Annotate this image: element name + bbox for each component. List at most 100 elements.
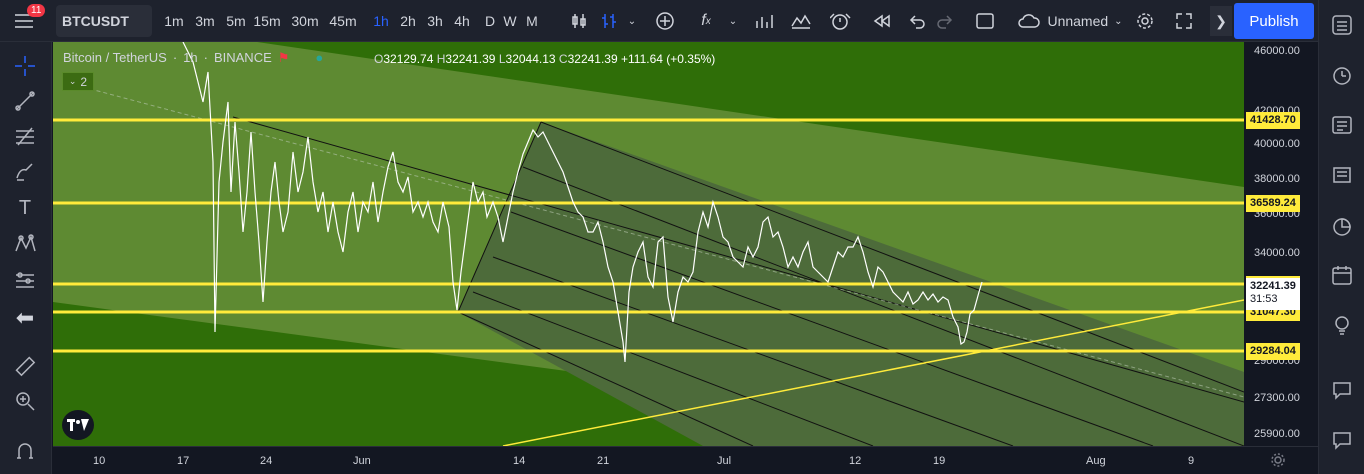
object-tree-icon[interactable] <box>1327 160 1357 190</box>
flag-icon[interactable]: ⚑ <box>277 50 290 65</box>
pattern-icon[interactable] <box>10 230 40 258</box>
chart-canvas[interactable] <box>53 42 1244 446</box>
interval-15m[interactable]: 15m <box>253 13 281 29</box>
interval-1m[interactable]: 1m <box>164 13 184 29</box>
legend-separator: · <box>172 50 178 65</box>
time-tick: 14 <box>513 455 526 467</box>
legend-title[interactable]: Bitcoin / TetherUS <box>63 50 167 65</box>
chevron-right-icon[interactable]: ❯ <box>1210 6 1232 36</box>
time-tick: 17 <box>177 455 190 467</box>
last-price-value: 32241.39 <box>1250 280 1296 292</box>
interval-D[interactable]: D <box>484 13 496 29</box>
settings-gear-icon[interactable] <box>1133 6 1157 36</box>
chevron-down-icon: ⌄ <box>1114 15 1123 27</box>
arrow-left-icon[interactable]: ⬅ <box>15 305 35 330</box>
chevron-down-icon[interactable]: ⌄ <box>627 15 637 27</box>
layout-icon[interactable] <box>972 6 998 36</box>
indicator-count: 2 <box>80 74 88 89</box>
median-line <box>82 86 1244 398</box>
time-axis[interactable]: 10 17 24 Jun 14 21 Jul 12 19 Aug 9 <box>53 446 1318 474</box>
interval-5m[interactable]: 5m <box>226 13 246 29</box>
time-tick: 19 <box>933 455 946 467</box>
chevron-down-icon[interactable]: ⌄ <box>728 15 738 27</box>
chevron-down-icon: ⌄ <box>68 76 77 86</box>
interval-M[interactable]: M <box>526 13 538 29</box>
alarm-clock-icon[interactable] <box>1327 60 1357 90</box>
right-sidebar <box>1318 0 1364 474</box>
templates-icon[interactable] <box>788 6 814 36</box>
pitchfork-lines <box>232 116 1244 446</box>
tradingview-logo[interactable] <box>62 410 94 440</box>
chat-bubble-icon[interactable] <box>1327 425 1357 455</box>
fullscreen-icon[interactable] <box>1172 6 1196 36</box>
interval-3m[interactable]: 3m <box>195 13 215 29</box>
ideas-lightbulb-icon[interactable] <box>1327 310 1357 340</box>
layout-name-button[interactable]: Unnamed ⌄ <box>1010 6 1130 36</box>
indicators-toggle[interactable]: ⌄ 2 <box>62 72 94 91</box>
text-tool-icon[interactable]: T <box>18 196 32 219</box>
price-series <box>182 42 983 363</box>
interval-W[interactable]: W <box>503 13 517 29</box>
legend-separator: · <box>203 50 208 65</box>
redo-icon[interactable] <box>934 6 956 36</box>
alert-icon[interactable] <box>828 6 854 36</box>
brush-icon[interactable] <box>10 157 40 185</box>
hotlist-icon[interactable] <box>1327 212 1357 242</box>
compare-icon[interactable] <box>752 6 776 36</box>
candles-icon[interactable] <box>568 6 590 36</box>
time-tick: 10 <box>93 455 106 467</box>
interval-45m[interactable]: 45m <box>329 13 357 29</box>
open-label: O <box>374 52 384 66</box>
interval-30m[interactable]: 30m <box>291 13 319 29</box>
interval-1h[interactable]: 1h <box>373 13 389 29</box>
low-label: L <box>498 52 506 66</box>
watchlist-icon[interactable] <box>1327 10 1357 40</box>
interval-2h[interactable]: 2h <box>400 13 416 29</box>
level-price-label: 36589.24 <box>1246 195 1300 212</box>
high-value: 32241.39 <box>445 52 496 66</box>
prediction-icon[interactable] <box>10 267 40 295</box>
last-price-label: 32241.39 31:53 <box>1246 278 1300 310</box>
crosshair-icon[interactable] <box>10 52 40 80</box>
zoom-in-icon[interactable] <box>10 387 40 415</box>
publish-button[interactable]: Publish <box>1234 3 1314 39</box>
time-tick: 24 <box>260 455 273 467</box>
interval-4h[interactable]: 4h <box>454 13 470 29</box>
axis-settings-gear-icon[interactable] <box>1270 452 1286 473</box>
tv-logo-icon <box>67 419 89 431</box>
time-tick: Jul <box>717 455 732 467</box>
horizontal-levels <box>53 118 1244 353</box>
price-axis[interactable]: 46000.00 42000.00 40000.00 38000.00 36000.00… <box>1244 42 1318 446</box>
price-tick: 46000.00 <box>1254 45 1300 57</box>
trendline-support <box>502 299 1244 446</box>
undo-icon[interactable] <box>906 6 928 36</box>
symbol-search[interactable]: BTCUSDT <box>56 5 152 37</box>
magnet-icon[interactable] <box>10 437 40 465</box>
legend-interval: 1h <box>183 50 198 65</box>
time-tick: Aug <box>1086 455 1106 467</box>
high-label: H <box>436 52 446 66</box>
chart-pane[interactable] <box>53 42 1244 446</box>
chat-icon[interactable] <box>1327 375 1357 405</box>
replay-icon[interactable] <box>870 6 894 36</box>
time-tick: 9 <box>1188 455 1195 467</box>
level-price-label: 41428.70 <box>1246 112 1300 129</box>
price-tick: 27300.00 <box>1254 392 1300 404</box>
price-tick: 38000.00 <box>1254 173 1300 185</box>
time-tick: 12 <box>849 455 862 467</box>
bar-countdown: 31:53 <box>1250 293 1278 305</box>
fib-icon[interactable] <box>10 122 40 150</box>
trend-line-icon[interactable] <box>10 87 40 115</box>
ruler-icon[interactable] <box>10 352 40 380</box>
open-value: 32129.74 <box>383 52 434 66</box>
level-price-label: 29284.04 <box>1246 343 1300 360</box>
bars-style-icon[interactable] <box>598 6 620 36</box>
news-icon[interactable] <box>1327 110 1357 140</box>
calendar-icon[interactable] <box>1327 260 1357 290</box>
add-indicator-icon[interactable] <box>652 6 678 36</box>
notification-badge: 11 <box>27 4 46 17</box>
interval-3h[interactable]: 3h <box>427 13 443 29</box>
low-value: 32044.13 <box>505 52 556 66</box>
legend-exchange: BINANCE <box>213 50 272 65</box>
